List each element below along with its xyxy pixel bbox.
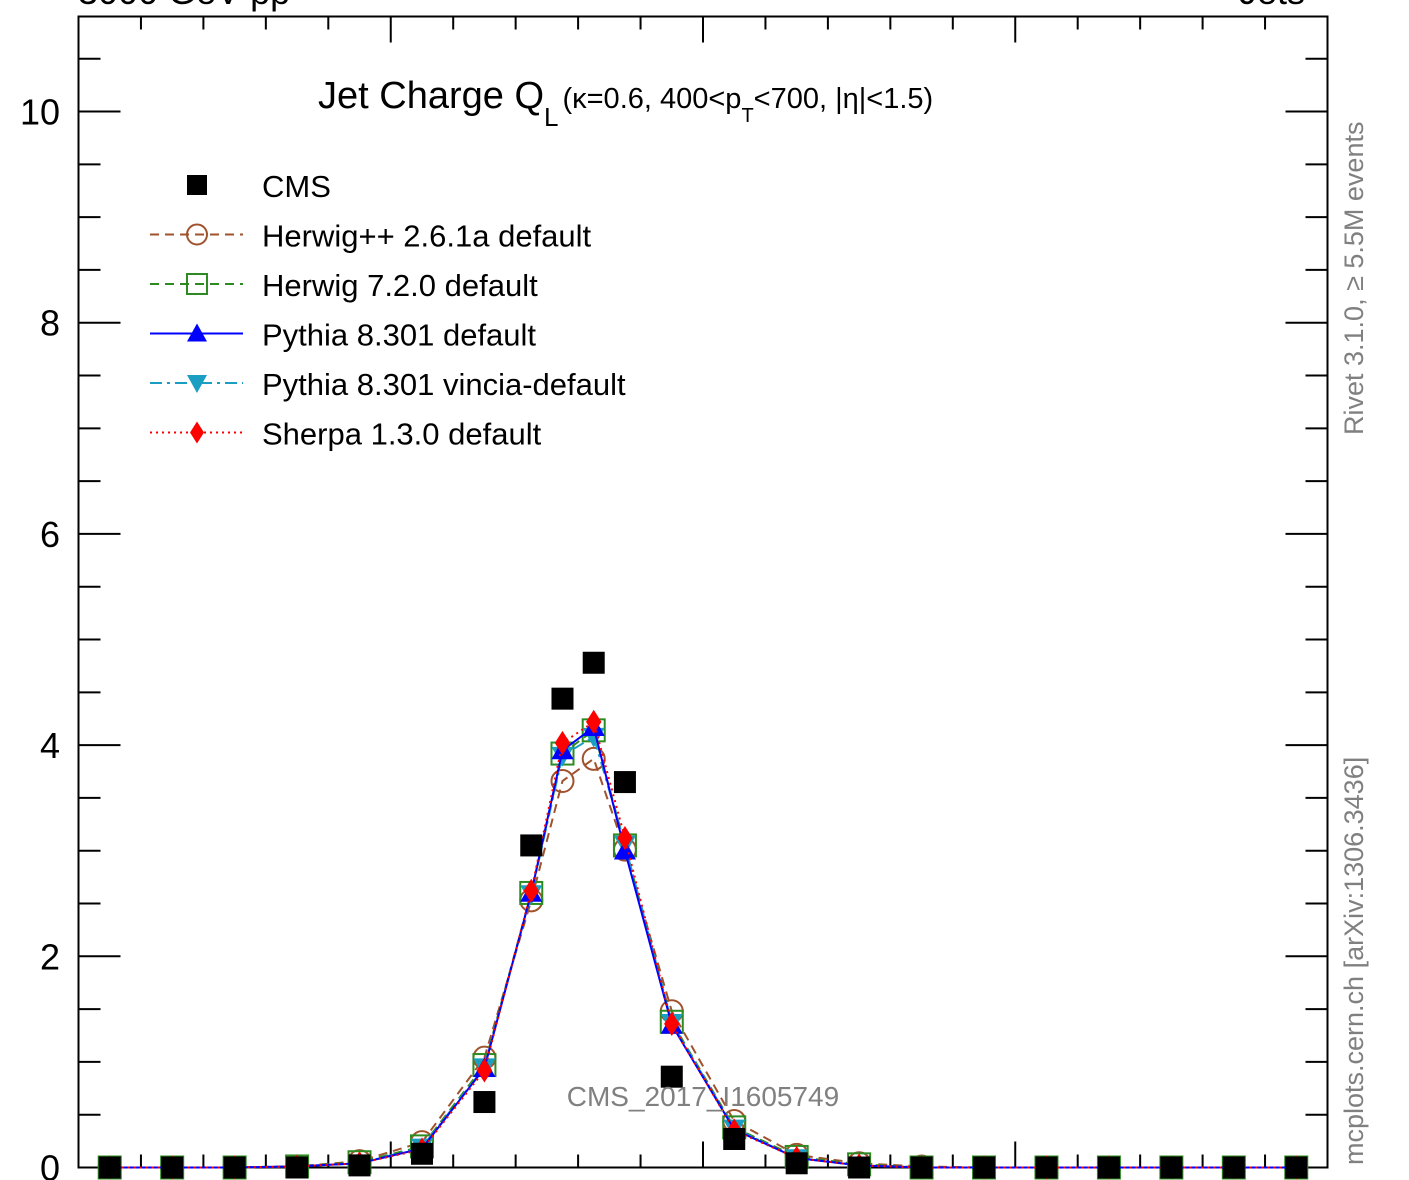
energy-label: 3000 GeV pp — [78, 0, 290, 12]
chart-title-params-1: (κ=0.6, 400<p — [562, 83, 741, 115]
data-point — [582, 651, 605, 674]
data-point — [617, 825, 633, 851]
data-point — [550, 769, 575, 794]
data-point — [554, 730, 571, 756]
series-line — [109, 725, 1297, 1169]
data-point — [187, 323, 207, 342]
y-tick-labels: 0 2 4 6 8 10 — [20, 92, 60, 1180]
legend-label: Herwig++ 2.6.1a default — [262, 219, 592, 254]
mcplots-info: mcplots.cern.ch [arXiv:1306.3436] — [1339, 757, 1369, 1165]
legend-item: Herwig++ 2.6.1a default — [150, 219, 592, 254]
chart-title-params-2: <700, |η|<1.5) — [754, 83, 934, 115]
data-point — [613, 771, 636, 794]
series-1 — [97, 746, 1309, 1180]
chart-title: Jet Charge QL(κ=0.6, 400<pT<700, |η|<1.5… — [318, 75, 933, 132]
legend-item: Herwig 7.2.0 default — [150, 268, 538, 303]
data-point — [186, 273, 208, 295]
legend-label: Pythia 8.301 default — [262, 318, 536, 353]
data-point — [161, 1156, 184, 1179]
y-tick-label: 6 — [40, 514, 60, 555]
data-point — [520, 834, 543, 857]
data-point — [1160, 1156, 1183, 1179]
data-point — [660, 1065, 683, 1088]
data-point — [286, 1156, 309, 1179]
data-point — [664, 1011, 680, 1036]
process-label: Jets — [1239, 0, 1305, 12]
analysis-watermark: CMS_2017_I1605749 — [567, 1081, 839, 1112]
y-tick-label: 4 — [40, 725, 60, 766]
series-0 — [98, 651, 1308, 1179]
data-point — [551, 687, 574, 710]
chart-title-main: Jet Charge Q — [318, 75, 544, 117]
data-point — [1097, 1156, 1120, 1179]
data-point — [473, 1091, 496, 1114]
legend-item: Sherpa 1.3.0 default — [150, 417, 542, 452]
data-point — [848, 1156, 871, 1179]
data-point — [910, 1156, 933, 1179]
data-point — [523, 878, 539, 903]
data-point — [785, 1152, 808, 1175]
legend-label: Herwig 7.2.0 default — [262, 268, 538, 303]
legend-item: Pythia 8.301 vincia-default — [150, 367, 626, 402]
axis-ticks — [77, 16, 1329, 1169]
legend-item: Pythia 8.301 default — [150, 318, 536, 353]
legend: CMS Herwig++ 2.6.1a default Herwig 7.2.0 d… — [150, 169, 626, 452]
series-layer — [97, 651, 1309, 1180]
data-point — [223, 1156, 246, 1179]
data-point — [1035, 1156, 1058, 1179]
legend-item: CMS — [187, 169, 331, 204]
data-point — [187, 175, 207, 195]
data-point — [190, 421, 204, 444]
y-tick-label: 2 — [40, 936, 60, 977]
data-point — [586, 709, 602, 734]
chart-title-params-sub: T — [741, 105, 753, 127]
y-tick-label: 0 — [40, 1148, 60, 1180]
data-point — [723, 1127, 746, 1150]
data-point — [186, 223, 208, 246]
data-point — [973, 1156, 996, 1179]
chart-title-sub: L — [544, 102, 558, 132]
data-point — [581, 746, 606, 771]
data-point — [410, 1142, 433, 1165]
rivet-info: Rivet 3.1.0, ≥ 5.5M events — [1339, 122, 1369, 435]
y-tick-label: 8 — [40, 303, 60, 344]
data-point — [348, 1154, 371, 1177]
y-tick-label: 10 — [20, 92, 60, 133]
data-point — [1222, 1156, 1245, 1179]
data-point — [1285, 1156, 1308, 1179]
data-point — [187, 375, 207, 393]
legend-label: CMS — [262, 169, 331, 204]
legend-label: Pythia 8.301 vincia-default — [262, 367, 626, 402]
data-point — [476, 1058, 493, 1083]
data-point — [98, 1156, 121, 1179]
legend-label: Sherpa 1.3.0 default — [262, 417, 542, 452]
